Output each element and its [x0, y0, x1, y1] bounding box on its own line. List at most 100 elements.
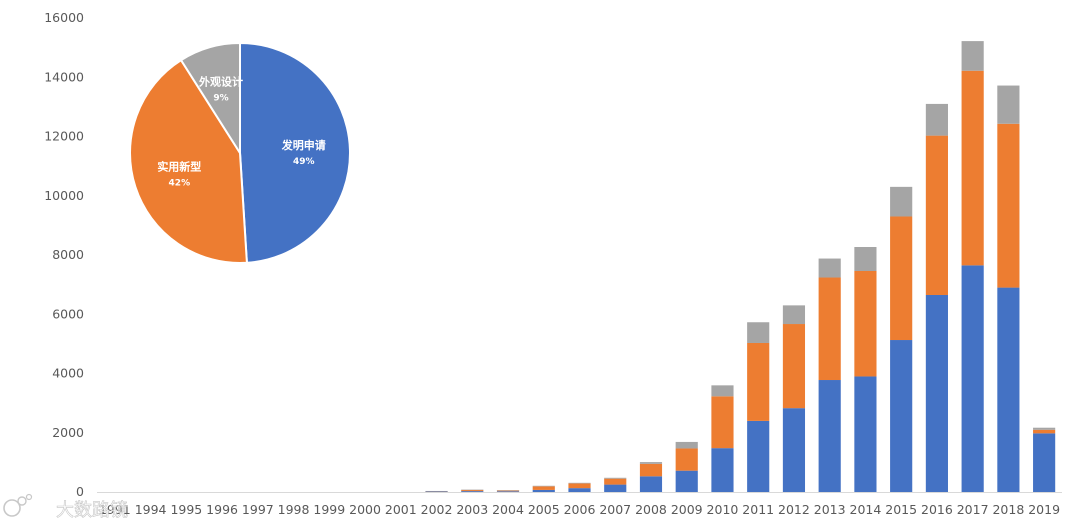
x-tick-label: 2000: [349, 502, 381, 517]
y-tick-label: 12000: [44, 129, 84, 144]
bar-2015-外观设计: [890, 186, 913, 217]
watermark-logo-icon: [3, 493, 33, 517]
pie-percent-label: 49%: [293, 157, 315, 167]
bar-2006-发明申请: [568, 488, 591, 492]
bar-2002-发明申请: [425, 491, 448, 492]
watermark: 大数路镜: [3, 493, 128, 521]
pie-slice-实用新型: [129, 58, 248, 264]
x-tick-label: 1997: [242, 502, 274, 517]
bar-2009-发明申请: [675, 470, 698, 492]
x-tick-label: 2007: [599, 502, 631, 517]
x-tick-label: 2004: [492, 502, 524, 517]
bar-2017-发明申请: [961, 265, 984, 492]
bar-2010-发明申请: [711, 448, 734, 492]
bar-2005-实用新型: [532, 486, 555, 490]
x-tick-label: 2008: [635, 502, 667, 517]
bar-2008-发明申请: [639, 476, 663, 492]
bar-2006-实用新型: [568, 483, 591, 489]
bar-2018-发明申请: [997, 287, 1020, 492]
y-tick-label: 14000: [44, 69, 84, 84]
x-tick-label: 2001: [385, 502, 417, 517]
bar-2016-发明申请: [925, 294, 948, 492]
bar-2006-外观设计: [568, 482, 591, 484]
stacked-bars: [425, 41, 1056, 492]
bar-2007-发明申请: [604, 484, 627, 492]
bar-2014-实用新型: [854, 270, 877, 377]
bar-2014-发明申请: [854, 376, 877, 492]
bar-2007-实用新型: [604, 478, 627, 485]
bar-2009-外观设计: [675, 441, 698, 449]
pie-percent-label: 42%: [169, 179, 191, 189]
bar-2019-外观设计: [1033, 427, 1056, 430]
x-tick-label: 2019: [1028, 502, 1060, 517]
x-tick-label: 2006: [564, 502, 596, 517]
x-tick-label: 1995: [170, 502, 202, 517]
y-tick-label: 2000: [52, 425, 84, 440]
bar-2018-外观设计: [997, 85, 1020, 124]
bar-2003-外观设计: [461, 489, 484, 491]
x-tick-label: 2009: [671, 502, 703, 517]
pie-chart: 发明申请 49% 实用新型 42% 外观设计 9%: [129, 41, 351, 264]
y-tick-label: 4000: [52, 366, 84, 381]
bar-2008-实用新型: [639, 463, 663, 477]
x-tick-label: 1999: [313, 502, 345, 517]
bar-2004-发明申请: [496, 491, 520, 492]
bar-2018-实用新型: [997, 123, 1020, 288]
bar-2015-实用新型: [890, 216, 913, 341]
bar-2012-发明申请: [782, 408, 806, 492]
x-tick-label: 2017: [957, 502, 989, 517]
pie-label: 实用新型: [157, 160, 201, 174]
bar-2013-实用新型: [818, 277, 841, 381]
x-tick-label: 2013: [814, 502, 846, 517]
bar-2016-实用新型: [925, 135, 948, 295]
x-tick-label: 1991: [99, 502, 131, 517]
bar-2010-实用新型: [711, 396, 734, 449]
bar-2004-实用新型: [496, 490, 520, 492]
bar-2009-实用新型: [675, 448, 698, 471]
x-tick-label: 2012: [778, 502, 810, 517]
bar-2003-发明申请: [461, 491, 484, 492]
bar-2012-外观设计: [782, 305, 806, 325]
bar-2011-实用新型: [747, 342, 770, 421]
bar-2004-外观设计: [496, 490, 520, 491]
bar-2003-实用新型: [461, 489, 484, 492]
x-tick-label: 1998: [278, 502, 310, 517]
pie-percent-label: 9%: [213, 94, 228, 104]
bar-2011-发明申请: [747, 420, 770, 492]
pie-slice-发明申请: [239, 41, 351, 264]
x-tick-label: 2002: [421, 502, 453, 517]
bar-2016-外观设计: [925, 103, 948, 136]
x-tick-label: 2010: [707, 502, 739, 517]
bar-2007-外观设计: [604, 477, 627, 479]
y-tick-label: 10000: [44, 188, 84, 203]
bar-2013-外观设计: [818, 258, 841, 278]
pie-label: 外观设计: [198, 75, 243, 89]
bar-2013-发明申请: [818, 380, 841, 492]
y-axis: 0 2000 4000 6000 8000 10000 12000 14000 16000: [44, 10, 84, 499]
bar-2019-实用新型: [1033, 429, 1056, 434]
bar-2019-发明申请: [1033, 433, 1056, 492]
y-tick-label: 16000: [44, 10, 84, 25]
pie-label: 发明申请: [281, 138, 326, 152]
y-tick-label: 0: [76, 484, 84, 499]
x-tick-label: 1994: [135, 502, 167, 517]
watermark-text: 大数路镜: [56, 500, 128, 521]
bar-2012-实用新型: [782, 324, 806, 409]
x-tick-label: 2011: [742, 502, 774, 517]
x-tick-label: 1996: [206, 502, 238, 517]
x-tick-label: 2015: [885, 502, 917, 517]
x-tick-label: 2018: [992, 502, 1024, 517]
bar-2005-外观设计: [532, 485, 555, 487]
x-tick-label: 2016: [921, 502, 953, 517]
x-tick-label: 2005: [528, 502, 560, 517]
x-axis: 1991 1994 1995 1996 1997 1998 1999 2000 2001 2002…: [97, 492, 1062, 517]
x-tick-label: 2003: [456, 502, 488, 517]
bar-2017-实用新型: [961, 70, 984, 266]
y-tick-label: 6000: [52, 306, 84, 321]
bar-2011-外观设计: [747, 322, 770, 343]
bar-2002-外观设计: [425, 490, 448, 492]
bar-2010-外观设计: [711, 385, 734, 397]
x-tick-label: 2014: [850, 502, 882, 517]
bar-2014-外观设计: [854, 247, 877, 271]
